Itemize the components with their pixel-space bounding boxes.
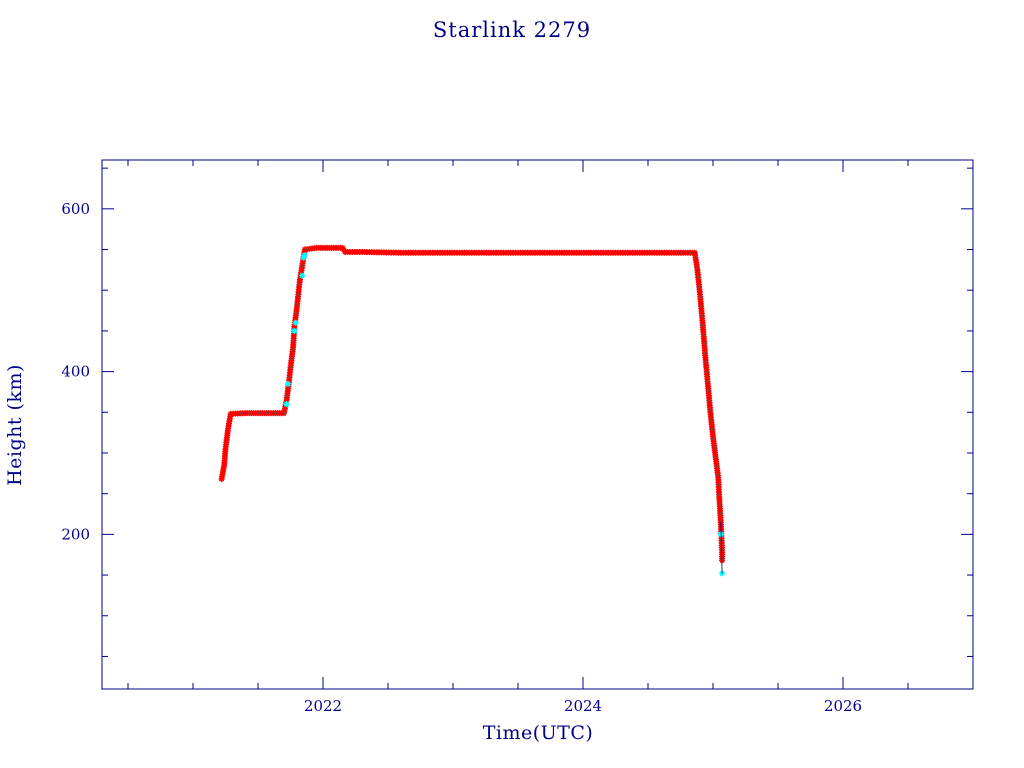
- overlay-point: [708, 399, 711, 402]
- series-overlay: [239, 247, 724, 560]
- overlay-point: [702, 333, 705, 336]
- data-point: [284, 380, 291, 387]
- x-tick-label: 2024: [564, 697, 602, 715]
- overlay-point: [705, 370, 708, 374]
- overlay-point: [248, 411, 251, 415]
- overlay-point: [290, 357, 293, 360]
- overlay-point: [288, 376, 291, 379]
- overlay-point: [700, 314, 704, 317]
- overlay-point: [688, 251, 692, 254]
- x-axis-ticks: [127, 160, 974, 689]
- overlay-point: [713, 446, 716, 450]
- y-axis-tick-labels: 200 400 600: [61, 200, 90, 544]
- y-axis-ticks: [102, 167, 973, 657]
- x-axis-tick-labels: 2022 2024 2026: [304, 697, 862, 715]
- overlay-point: [717, 483, 720, 486]
- overlay-point: [265, 411, 268, 415]
- overlay-point: [701, 323, 704, 327]
- overlay-point: [704, 361, 708, 364]
- overlay-point: [305, 247, 309, 251]
- data-point: [292, 319, 299, 326]
- overlay-point: [291, 348, 295, 351]
- data-point: [283, 401, 290, 408]
- overlay-point: [699, 295, 702, 298]
- overlay-point: [711, 428, 714, 431]
- overlay-point: [716, 473, 720, 477]
- overlay-point: [699, 304, 703, 308]
- overlay-point: [297, 293, 300, 296]
- overlay-point: [719, 511, 722, 515]
- overlay-point: [256, 411, 260, 415]
- data-point: [301, 252, 308, 259]
- overlay-point: [289, 366, 292, 369]
- overlay-point: [714, 455, 717, 459]
- y-tick-label: 400: [61, 363, 90, 381]
- x-tick-label: 2022: [304, 697, 342, 715]
- overlay-point: [296, 302, 299, 306]
- data-point: [719, 570, 726, 577]
- overlay-point: [694, 256, 697, 259]
- series-primary: [218, 244, 726, 564]
- overlay-point: [712, 437, 715, 441]
- overlay-point: [703, 351, 707, 355]
- overlay-point: [274, 411, 277, 415]
- overlay-point: [698, 285, 701, 289]
- overlay-point: [285, 394, 289, 397]
- overlay-point: [301, 264, 304, 267]
- decay-connector: [720, 522, 723, 574]
- y-axis-label: Height (km): [4, 364, 26, 486]
- chart-title: Starlink 2279: [433, 18, 591, 42]
- data-point: [291, 327, 298, 334]
- x-tick-label: 2026: [824, 697, 862, 715]
- overlay-point: [239, 412, 242, 415]
- overlay-point: [703, 342, 706, 345]
- data-point: [300, 254, 307, 261]
- overlay-point: [715, 464, 718, 468]
- data-series: [218, 244, 726, 577]
- overlay-point: [708, 408, 712, 412]
- overlay-point: [294, 312, 298, 315]
- data-point: [299, 272, 306, 279]
- overlay-point: [718, 502, 721, 506]
- overlay-point: [679, 251, 683, 254]
- overlay-point: [709, 418, 713, 421]
- series-secondary: [283, 252, 726, 577]
- overlay-point: [292, 339, 295, 342]
- overlay-point: [282, 411, 286, 415]
- overlay-point: [717, 493, 721, 496]
- overlay-point: [695, 266, 699, 269]
- overlay-point: [707, 389, 710, 393]
- overlay-point: [298, 283, 301, 286]
- overlay-point: [696, 275, 700, 279]
- y-tick-label: 200: [61, 525, 90, 543]
- overlay-point: [706, 380, 709, 383]
- y-tick-label: 600: [61, 200, 90, 218]
- plot-frame: [101, 159, 974, 690]
- x-axis-label: Time(UTC): [483, 722, 594, 744]
